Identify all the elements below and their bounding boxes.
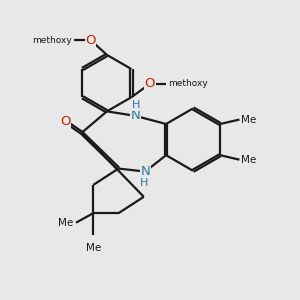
- Text: Me: Me: [241, 115, 256, 124]
- Text: O: O: [145, 77, 155, 90]
- Text: O: O: [85, 34, 96, 46]
- Text: H: H: [131, 100, 140, 110]
- Text: methoxy: methoxy: [32, 35, 72, 44]
- Text: O: O: [60, 115, 70, 128]
- Text: Me: Me: [241, 155, 256, 165]
- Text: N: N: [140, 165, 150, 178]
- Text: Me: Me: [58, 218, 73, 228]
- Text: H: H: [140, 178, 148, 188]
- Text: Me: Me: [85, 243, 101, 253]
- Text: methoxy: methoxy: [169, 80, 208, 88]
- Text: N: N: [130, 109, 140, 122]
